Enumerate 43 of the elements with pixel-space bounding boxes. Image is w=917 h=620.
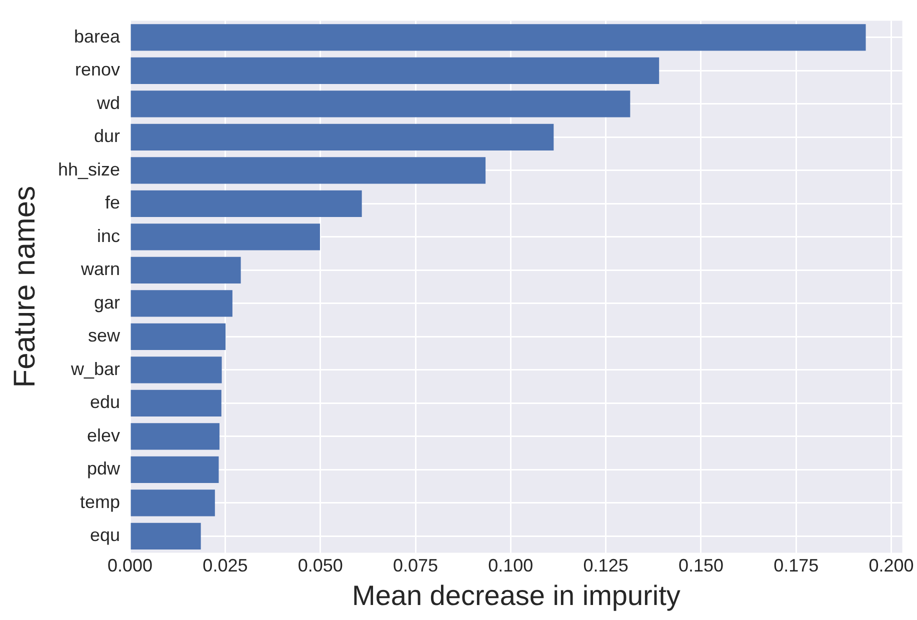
bar (130, 522, 201, 550)
bar (130, 490, 215, 516)
y-tick-label: elev (87, 425, 120, 446)
bar (130, 323, 226, 350)
y-tick-label: edu (90, 392, 120, 412)
y-tick-label: dur (94, 126, 120, 146)
y-tick-label: equ (90, 525, 120, 546)
bar (130, 24, 866, 51)
y-tick-label: gar (94, 292, 120, 312)
bar (130, 256, 241, 284)
bar (130, 456, 219, 483)
x-tick-label: 0.125 (583, 556, 628, 576)
bar (130, 157, 486, 184)
bar (130, 290, 232, 317)
y-tick-label: inc (97, 226, 120, 246)
x-tick-label: 0.050 (298, 556, 343, 576)
y-axis-title: Feature names (8, 186, 42, 388)
x-tick-label: 0.025 (202, 556, 248, 576)
bar (130, 90, 630, 118)
bar (130, 57, 660, 84)
bar (130, 124, 554, 150)
y-tick-label: warn (80, 259, 120, 280)
y-tick-label: pdw (87, 458, 122, 479)
bar (130, 423, 220, 450)
x-tick-label: 0.150 (678, 556, 724, 576)
y-tick-label: fe (105, 192, 120, 213)
y-tick-label: wd (96, 92, 120, 113)
y-tick-label: barea (74, 26, 122, 46)
bar (130, 356, 222, 384)
x-axis-title: Mean decrease in impurity (352, 580, 680, 611)
y-tick-label: renov (75, 60, 120, 80)
y-tick-label: hh_size (58, 159, 120, 180)
y-tick-label: temp (80, 492, 120, 512)
x-tick-label: 0.075 (392, 556, 438, 576)
x-tick-label: 0.000 (108, 556, 153, 576)
bar (130, 224, 320, 250)
bar (130, 190, 362, 217)
bar (130, 390, 222, 416)
y-tick-label: sew (88, 326, 122, 346)
y-tick-label: w_bar (70, 358, 120, 379)
x-tick-label: 0.100 (488, 556, 534, 576)
x-tick-label: 0.175 (774, 556, 819, 576)
x-tick-label: 0.200 (868, 556, 914, 576)
